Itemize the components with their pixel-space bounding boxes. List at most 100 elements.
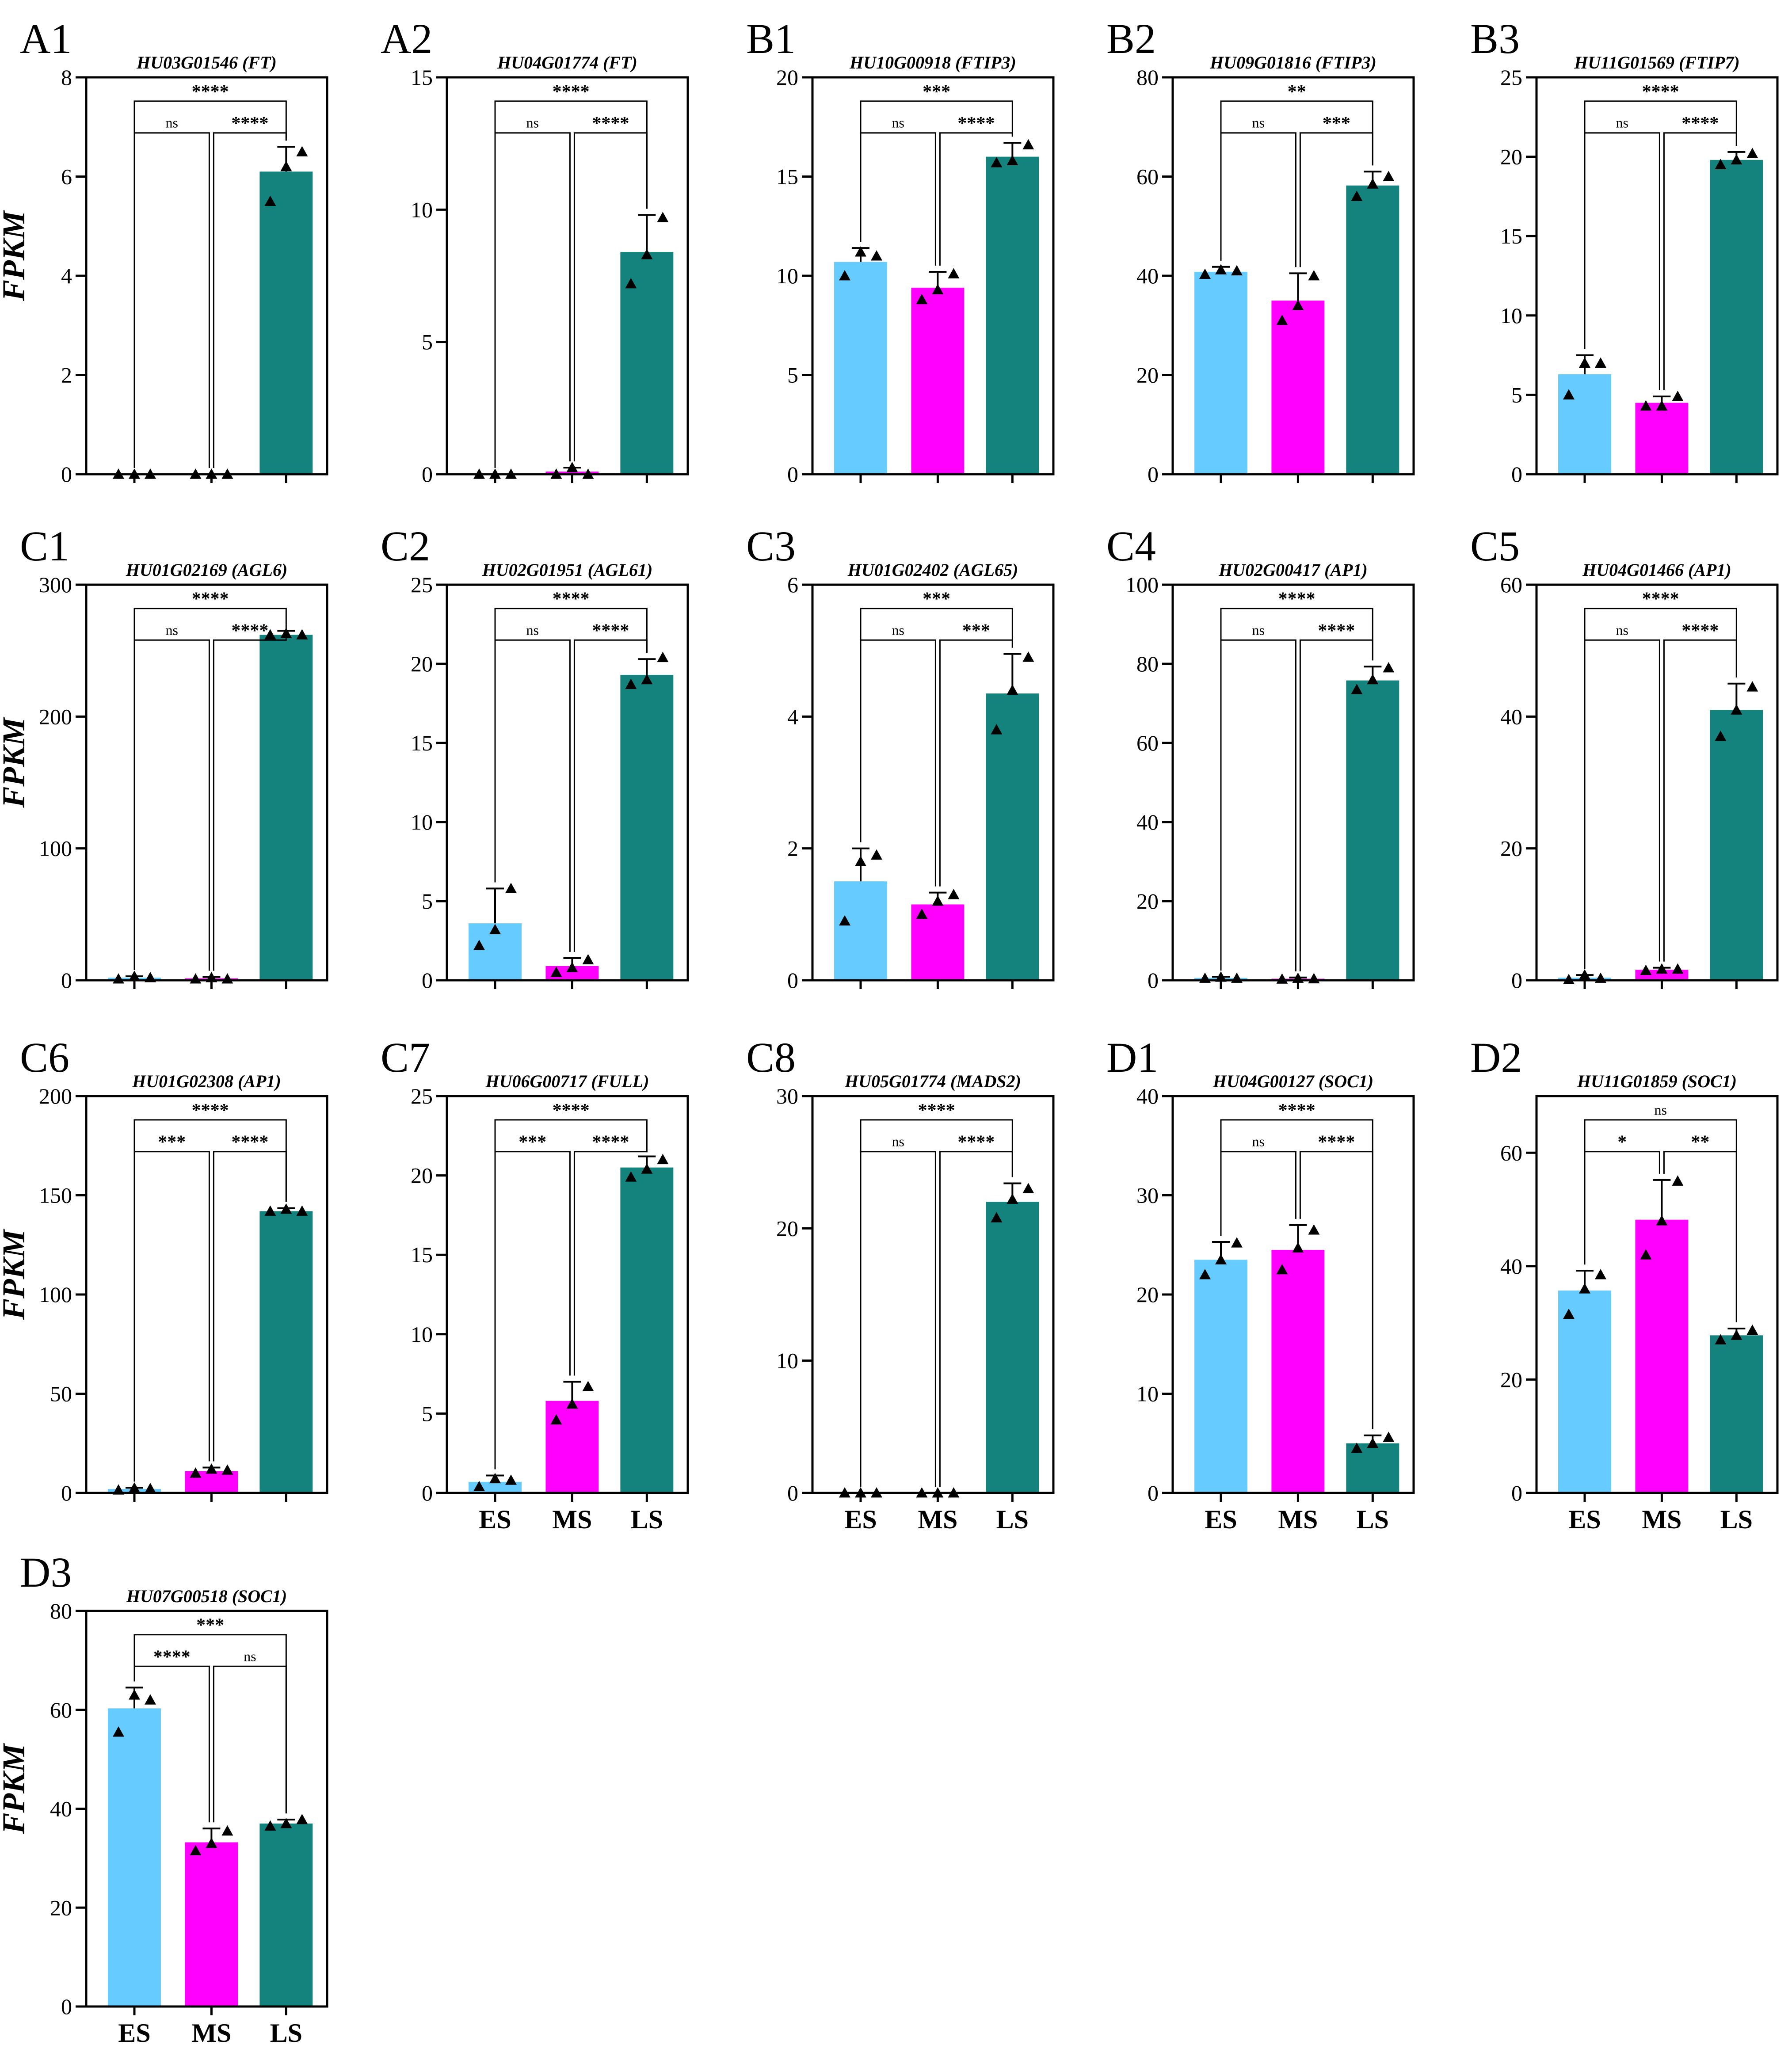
x-tick-label: LS xyxy=(996,1505,1029,1534)
replicate-point xyxy=(550,967,562,977)
significance-bracket xyxy=(494,132,571,468)
replicate-point xyxy=(1656,400,1668,411)
y-tick-label: 0 xyxy=(61,1994,72,2019)
y-tick-label: 10 xyxy=(776,1348,798,1373)
bar-ls xyxy=(1346,185,1399,475)
significance-label: *** xyxy=(196,1615,224,1636)
panel-title: HU05G01774 (MADS2) xyxy=(844,1071,1021,1091)
x-tick-label: ES xyxy=(844,1505,877,1534)
significance-bracket xyxy=(1220,132,1296,267)
y-tick-label: 4 xyxy=(787,704,798,729)
significance-label: ** xyxy=(1691,1132,1709,1153)
x-tick-label: ES xyxy=(1205,1505,1237,1534)
replicate-point xyxy=(1215,264,1227,274)
replicate-point xyxy=(190,1467,202,1478)
significance-label: **** xyxy=(1642,82,1679,102)
replicate-point xyxy=(1308,270,1320,281)
replicate-point xyxy=(296,629,308,640)
significance-bracket xyxy=(494,639,571,952)
y-tick-label: 0 xyxy=(422,968,433,993)
panel-title: HU11G01859 (SOC1) xyxy=(1577,1071,1737,1091)
y-tick-label: 100 xyxy=(39,1282,72,1307)
y-tick-label: 10 xyxy=(411,810,433,834)
y-tick-label: 150 xyxy=(39,1183,72,1208)
replicate-point xyxy=(625,678,637,689)
replicate-point xyxy=(855,246,866,257)
y-tick-label: 20 xyxy=(50,1895,72,1920)
significance-label: ns xyxy=(1252,622,1264,638)
plot-frame xyxy=(85,583,328,982)
replicate-point xyxy=(1672,390,1684,401)
panel-label: C1 xyxy=(20,522,69,570)
replicate-point xyxy=(489,1473,501,1484)
significance-bracket xyxy=(860,639,936,887)
significance-bracket xyxy=(1220,1119,1373,1429)
panel-label: C8 xyxy=(746,1034,796,1081)
significance-bracket xyxy=(860,100,1013,242)
replicate-point xyxy=(280,1818,292,1828)
y-tick-label: 10 xyxy=(776,263,798,288)
replicate-point xyxy=(1746,1324,1758,1335)
y-axis-label: FPKM xyxy=(0,1743,31,1835)
bar-ms xyxy=(1271,1249,1325,1493)
y-tick-label: 0 xyxy=(1148,1481,1159,1505)
y-axis-label: FPKM xyxy=(0,716,31,808)
y-tick-label: 20 xyxy=(1136,1282,1159,1307)
panel-c2: C2 HU02G01951 (AGL61) ns ******** 0 5 10 15 20 25 xyxy=(381,522,689,993)
significance-label: **** xyxy=(592,114,629,134)
y-tick-label: 4 xyxy=(61,263,72,288)
panel-label: C3 xyxy=(746,522,796,570)
replicate-point xyxy=(991,157,1003,168)
bar-ms xyxy=(1271,301,1325,474)
replicate-point xyxy=(1007,684,1018,695)
replicate-point xyxy=(1640,1249,1652,1260)
replicate-point xyxy=(932,284,944,294)
significance-label: ns xyxy=(165,115,178,131)
y-tick-label: 100 xyxy=(1125,572,1159,597)
significance-bracket xyxy=(133,1634,287,1814)
significance-label: **** xyxy=(1642,589,1679,609)
significance-label: ns xyxy=(1616,622,1628,638)
replicate-point xyxy=(1199,1269,1211,1279)
y-tick-label: 10 xyxy=(411,1322,433,1347)
panel-title: HU06G00717 (FULL) xyxy=(485,1071,649,1091)
replicate-point xyxy=(1276,1264,1288,1275)
significance-bracket xyxy=(494,100,648,468)
replicate-point xyxy=(1383,171,1395,181)
y-tick-label: 60 xyxy=(1136,731,1159,755)
panel-c1: C1 HU01G02169 (AGL6) FPKM ns ******** 0 100 200… xyxy=(0,522,328,993)
significance-bracket xyxy=(133,132,210,468)
panel-title: HU01G02169 (AGL6) xyxy=(126,560,288,580)
panel-label: D3 xyxy=(20,1549,72,1596)
replicate-point xyxy=(1292,1242,1304,1253)
y-axis-label: FPKM xyxy=(0,209,31,301)
y-tick-label: 0 xyxy=(422,1481,433,1505)
significance-bracket xyxy=(1220,608,1373,971)
significance-bracket xyxy=(213,1665,287,1823)
bar-es xyxy=(1558,1291,1611,1493)
bar-ls xyxy=(986,156,1039,475)
panel-label: C4 xyxy=(1106,522,1156,570)
replicate-point xyxy=(1276,315,1288,325)
significance-label: *** xyxy=(519,1132,546,1153)
replicate-point xyxy=(566,462,578,472)
y-tick-label: 0 xyxy=(61,462,72,487)
y-tick-label: 0 xyxy=(1148,968,1159,993)
significance-label: *** xyxy=(1323,114,1350,134)
panel-title: HU01G02308 (AP1) xyxy=(132,1071,281,1091)
replicate-point xyxy=(1563,389,1575,400)
significance-label: *** xyxy=(923,589,950,609)
panel-title: HU10G00918 (FTIP3) xyxy=(849,53,1016,72)
replicate-point xyxy=(991,1212,1003,1222)
bar-ms xyxy=(545,1401,599,1493)
replicate-point xyxy=(1022,651,1034,662)
replicate-point xyxy=(1579,969,1590,980)
replicate-point xyxy=(1215,1254,1227,1264)
significance-label: **** xyxy=(1318,621,1355,641)
bar-ms xyxy=(1635,1219,1689,1493)
replicate-point xyxy=(1383,662,1395,673)
replicate-point xyxy=(1367,178,1379,189)
replicate-point xyxy=(190,1845,202,1855)
replicate-point xyxy=(296,1205,308,1216)
replicate-point xyxy=(1563,974,1575,984)
